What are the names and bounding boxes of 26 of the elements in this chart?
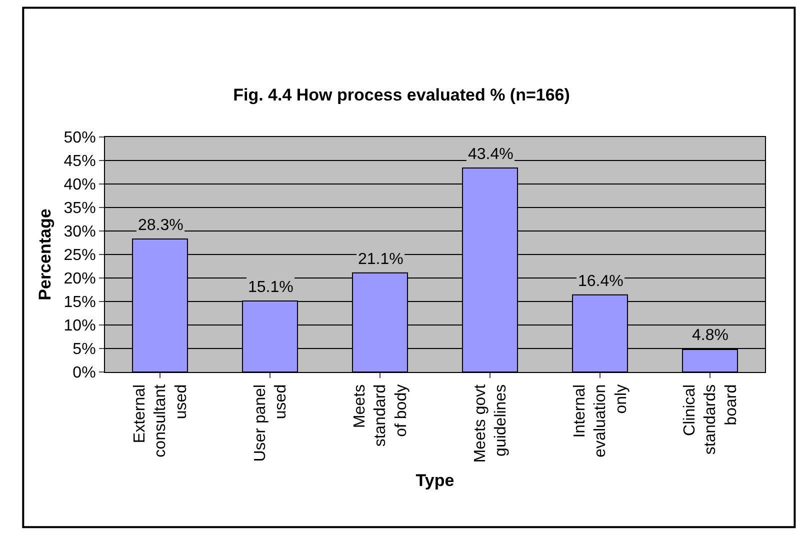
y-tick-label: 45% <box>64 153 96 170</box>
y-tick-label: 50% <box>64 130 96 147</box>
y-tick-label: 5% <box>72 341 96 358</box>
data-label: 21.1% <box>358 251 404 268</box>
x-axis-title: Type <box>416 471 454 490</box>
x-tick-label: Meets standard of body <box>351 384 410 447</box>
y-tick-label: 35% <box>64 200 96 218</box>
x-tick-label: Internal evaluation only <box>571 384 630 458</box>
data-label: 16.4% <box>578 273 624 290</box>
chart-title: Fig. 4.4 How process evaluated % (n=166) <box>233 86 570 105</box>
data-label: 28.3% <box>138 217 184 234</box>
y-tick-label: 25% <box>64 247 96 264</box>
data-label: 43.4% <box>468 146 514 163</box>
x-tick-label: Meets govt guidelines <box>472 384 510 463</box>
y-tick-label: 30% <box>64 224 96 241</box>
y-tick-label: 10% <box>64 318 96 335</box>
data-label: 15.1% <box>248 279 294 296</box>
y-tick-label: 15% <box>64 294 96 312</box>
y-tick-label: 20% <box>64 270 96 288</box>
y-tick-label: 0% <box>72 364 96 382</box>
data-label: 4.8% <box>692 327 728 344</box>
x-tick-label: Clinical standards board <box>681 384 740 455</box>
y-axis-title: Percentage <box>35 208 54 300</box>
x-tick-label: External consultant used <box>131 384 190 458</box>
x-tick-label: User panel used <box>252 384 290 462</box>
y-tick-label: 40% <box>64 176 96 194</box>
